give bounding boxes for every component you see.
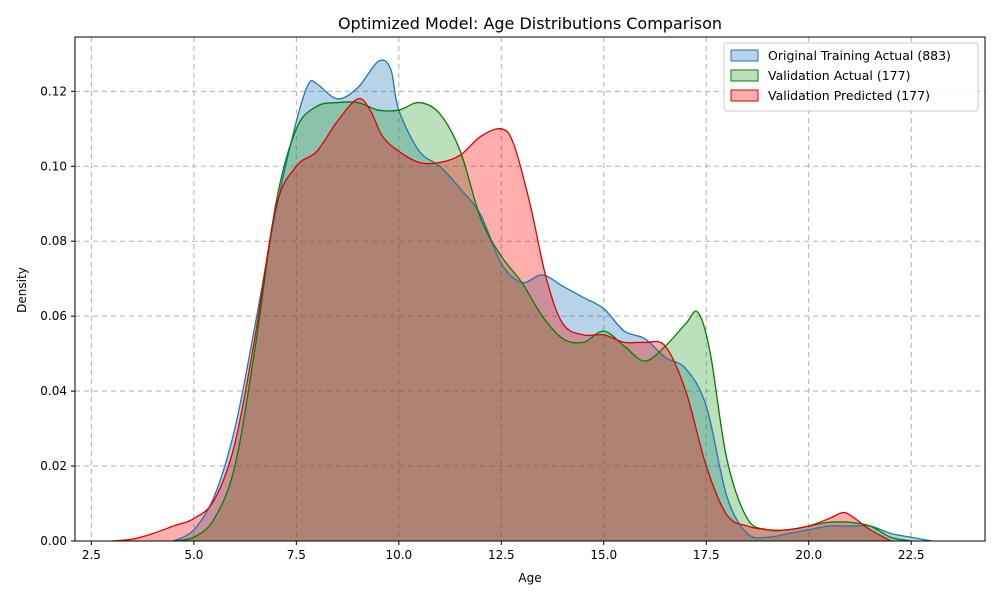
legend-swatch: [730, 89, 759, 102]
legend-item-1: Validation Actual (177): [730, 68, 910, 83]
y-tick-label: 0.06: [40, 309, 67, 323]
legend-item-0: Original Training Actual (883): [730, 48, 951, 63]
x-tick-label: 7.5: [287, 548, 306, 562]
plot-frame: [74, 36, 986, 542]
series-line-2: [111, 97, 892, 542]
x-axis-ticks: 2.5 5.0 7.5 10.0 12.5 15.0 17.5 20.0 22.5: [82, 541, 925, 562]
series-line-0: [173, 59, 932, 542]
x-tick-label: 20.0: [795, 548, 822, 562]
y-tick-label: 0.10: [40, 159, 67, 173]
y-axis-ticks: 0.00 0.02 0.04 0.06 0.08 0.10 0.12: [40, 84, 75, 548]
y-tick-label: 0.02: [40, 459, 67, 473]
legend-label: Validation Actual (177): [768, 68, 910, 83]
x-tick-label: 12.5: [488, 548, 515, 562]
density-lines: [111, 59, 932, 542]
x-tick-label: 22.5: [898, 548, 925, 562]
x-axis-label: Age: [518, 571, 541, 585]
x-tick-label: 15.0: [590, 548, 617, 562]
legend-swatch: [730, 69, 759, 82]
chart-title: Optimized Model: Age Distributions Compa…: [338, 14, 722, 33]
x-tick-label: 5.0: [184, 548, 203, 562]
y-tick-label: 0.00: [40, 534, 67, 548]
y-axis-label: Density: [15, 267, 29, 313]
y-tick-label: 0.12: [40, 84, 67, 98]
y-tick-label: 0.08: [40, 234, 67, 248]
legend-label: Validation Predicted (177): [768, 88, 930, 103]
series-area-1: [173, 101, 912, 542]
x-tick-label: 10.0: [385, 548, 412, 562]
y-tick-label: 0.04: [40, 384, 67, 398]
legend-item-2: Validation Predicted (177): [730, 88, 930, 103]
legend-label: Original Training Actual (883): [768, 48, 951, 63]
legend-swatch: [730, 49, 759, 62]
x-tick-label: 2.5: [82, 548, 101, 562]
legend-box: [723, 42, 979, 112]
legend: Original Training Actual (883) Validation…: [723, 42, 979, 112]
x-tick-label: 17.5: [693, 548, 720, 562]
